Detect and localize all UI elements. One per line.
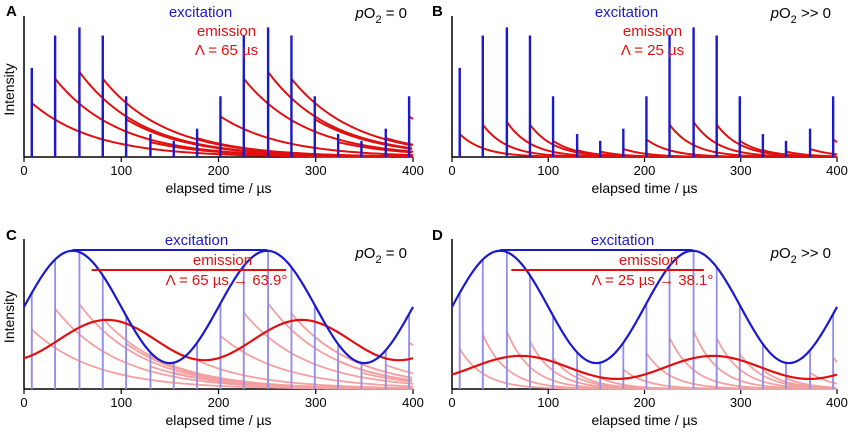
x-tick-label: 300 (305, 163, 327, 178)
emission-decay-curve (173, 371, 414, 390)
condition-p: p (354, 245, 363, 262)
legend-excitation: excitation (591, 232, 654, 249)
emission-decay-curve (219, 115, 414, 157)
chart-panel-b: B 0 100 200 300 400 elapsed time / µs excitatio… (432, 3, 848, 196)
emission-decay-curve (785, 377, 837, 389)
emission-sine-curve (23, 318, 414, 362)
x-tick-label: 400 (826, 395, 848, 410)
x-axis-label: elapsed time / µs (591, 180, 697, 196)
condition-sub: 2 (375, 254, 381, 266)
emission-sine-curve (451, 354, 838, 381)
emission-decay-curve (219, 335, 414, 388)
panel-letter: D (432, 227, 443, 244)
x-axis-label: elapsed time / µs (591, 412, 697, 428)
emission-decay-curve (361, 371, 413, 383)
legend-excitation: excitation (169, 4, 232, 21)
chart-panel-d: D 0 100 200 300 400 elapsed time / µs excitatio… (432, 227, 848, 428)
condition-sub: 2 (791, 14, 797, 26)
condition-label: pO2 = 0 (354, 5, 407, 26)
x-tick-label: 400 (402, 163, 424, 178)
legend-lifetime: Λ = 25 µs → 38.1° (592, 272, 714, 289)
condition-o: O (364, 5, 376, 22)
condition-o: O (364, 245, 376, 262)
legend-emission: emission (623, 23, 682, 40)
x-axis-label: elapsed time / µs (165, 412, 271, 428)
excitation-sine-curve (23, 249, 414, 365)
x-tick-label: 400 (402, 395, 424, 410)
condition-p: p (354, 5, 363, 22)
excitation-sine-curve (451, 249, 838, 365)
legend-lifetime: Λ = 65 µs → 63.9° (166, 272, 288, 289)
x-tick-label: 200 (634, 395, 656, 410)
condition-rel: = 0 (382, 245, 407, 262)
condition-sub: 2 (791, 254, 797, 266)
x-tick-label: 0 (20, 395, 27, 410)
x-tick-label: 100 (537, 163, 559, 178)
emission-decay-curve (482, 123, 837, 158)
x-tick-label: 300 (305, 395, 327, 410)
x-axis-label: elapsed time / µs (165, 180, 271, 196)
legend-emission: emission (619, 252, 678, 269)
emission-decay-curve (692, 330, 837, 390)
legend-emission: emission (197, 23, 256, 40)
emission-decay-curve (290, 78, 413, 147)
condition-label: pO2 >> 0 (770, 245, 831, 266)
legend-excitation: excitation (165, 232, 228, 249)
emission-decay-curve (243, 312, 414, 385)
emission-decay-curve (314, 118, 413, 150)
x-tick-label: 200 (208, 163, 230, 178)
legend-excitation: excitation (595, 4, 658, 21)
emission-decay-curve (668, 336, 837, 390)
panel-letter: A (6, 3, 17, 20)
x-tick-label: 100 (110, 163, 132, 178)
panel-letter: C (6, 227, 17, 244)
x-tick-label: 200 (208, 395, 230, 410)
condition-o: O (779, 5, 791, 22)
legend-lifetime: Λ = 25 µs (621, 42, 684, 59)
condition-p: p (770, 245, 779, 262)
emission-decay-curve (196, 359, 414, 389)
y-axis-label: Intensity (1, 291, 17, 343)
condition-label: pO2 = 0 (354, 245, 407, 266)
y-axis-label: Intensity (1, 63, 17, 115)
chart-panel-c: C 0 100 200 300 400 elapsed time / µs Intensity… (1, 227, 424, 428)
legend-emission: emission (193, 252, 252, 269)
condition-p: p (770, 5, 779, 22)
x-tick-label: 300 (730, 395, 752, 410)
x-tick-label: 100 (110, 395, 132, 410)
emission-decay-curve (314, 336, 413, 379)
emission-decay-curve (196, 137, 414, 158)
x-tick-label: 0 (448, 163, 455, 178)
condition-rel: >> 0 (797, 5, 831, 22)
x-tick-label: 0 (20, 163, 27, 178)
condition-sub: 2 (375, 14, 381, 26)
chart-panel-a: A 0 100 200 300 400 elapsed time / µs Intensity… (1, 3, 424, 196)
legend-lifetime: Λ = 65 µs (195, 42, 258, 59)
x-tick-label: 400 (826, 163, 848, 178)
condition-rel: = 0 (382, 5, 407, 22)
x-tick-label: 0 (448, 395, 455, 410)
x-tick-label: 200 (634, 163, 656, 178)
emission-decay-curve (267, 302, 413, 382)
emission-decay-curve (267, 71, 413, 150)
x-tick-label: 300 (730, 163, 752, 178)
condition-rel: >> 0 (797, 245, 831, 262)
x-tick-label: 100 (537, 395, 559, 410)
condition-label: pO2 >> 0 (770, 5, 831, 26)
panel-letter: B (432, 3, 443, 20)
emission-decay-curve (337, 360, 413, 382)
condition-o: O (779, 245, 791, 262)
